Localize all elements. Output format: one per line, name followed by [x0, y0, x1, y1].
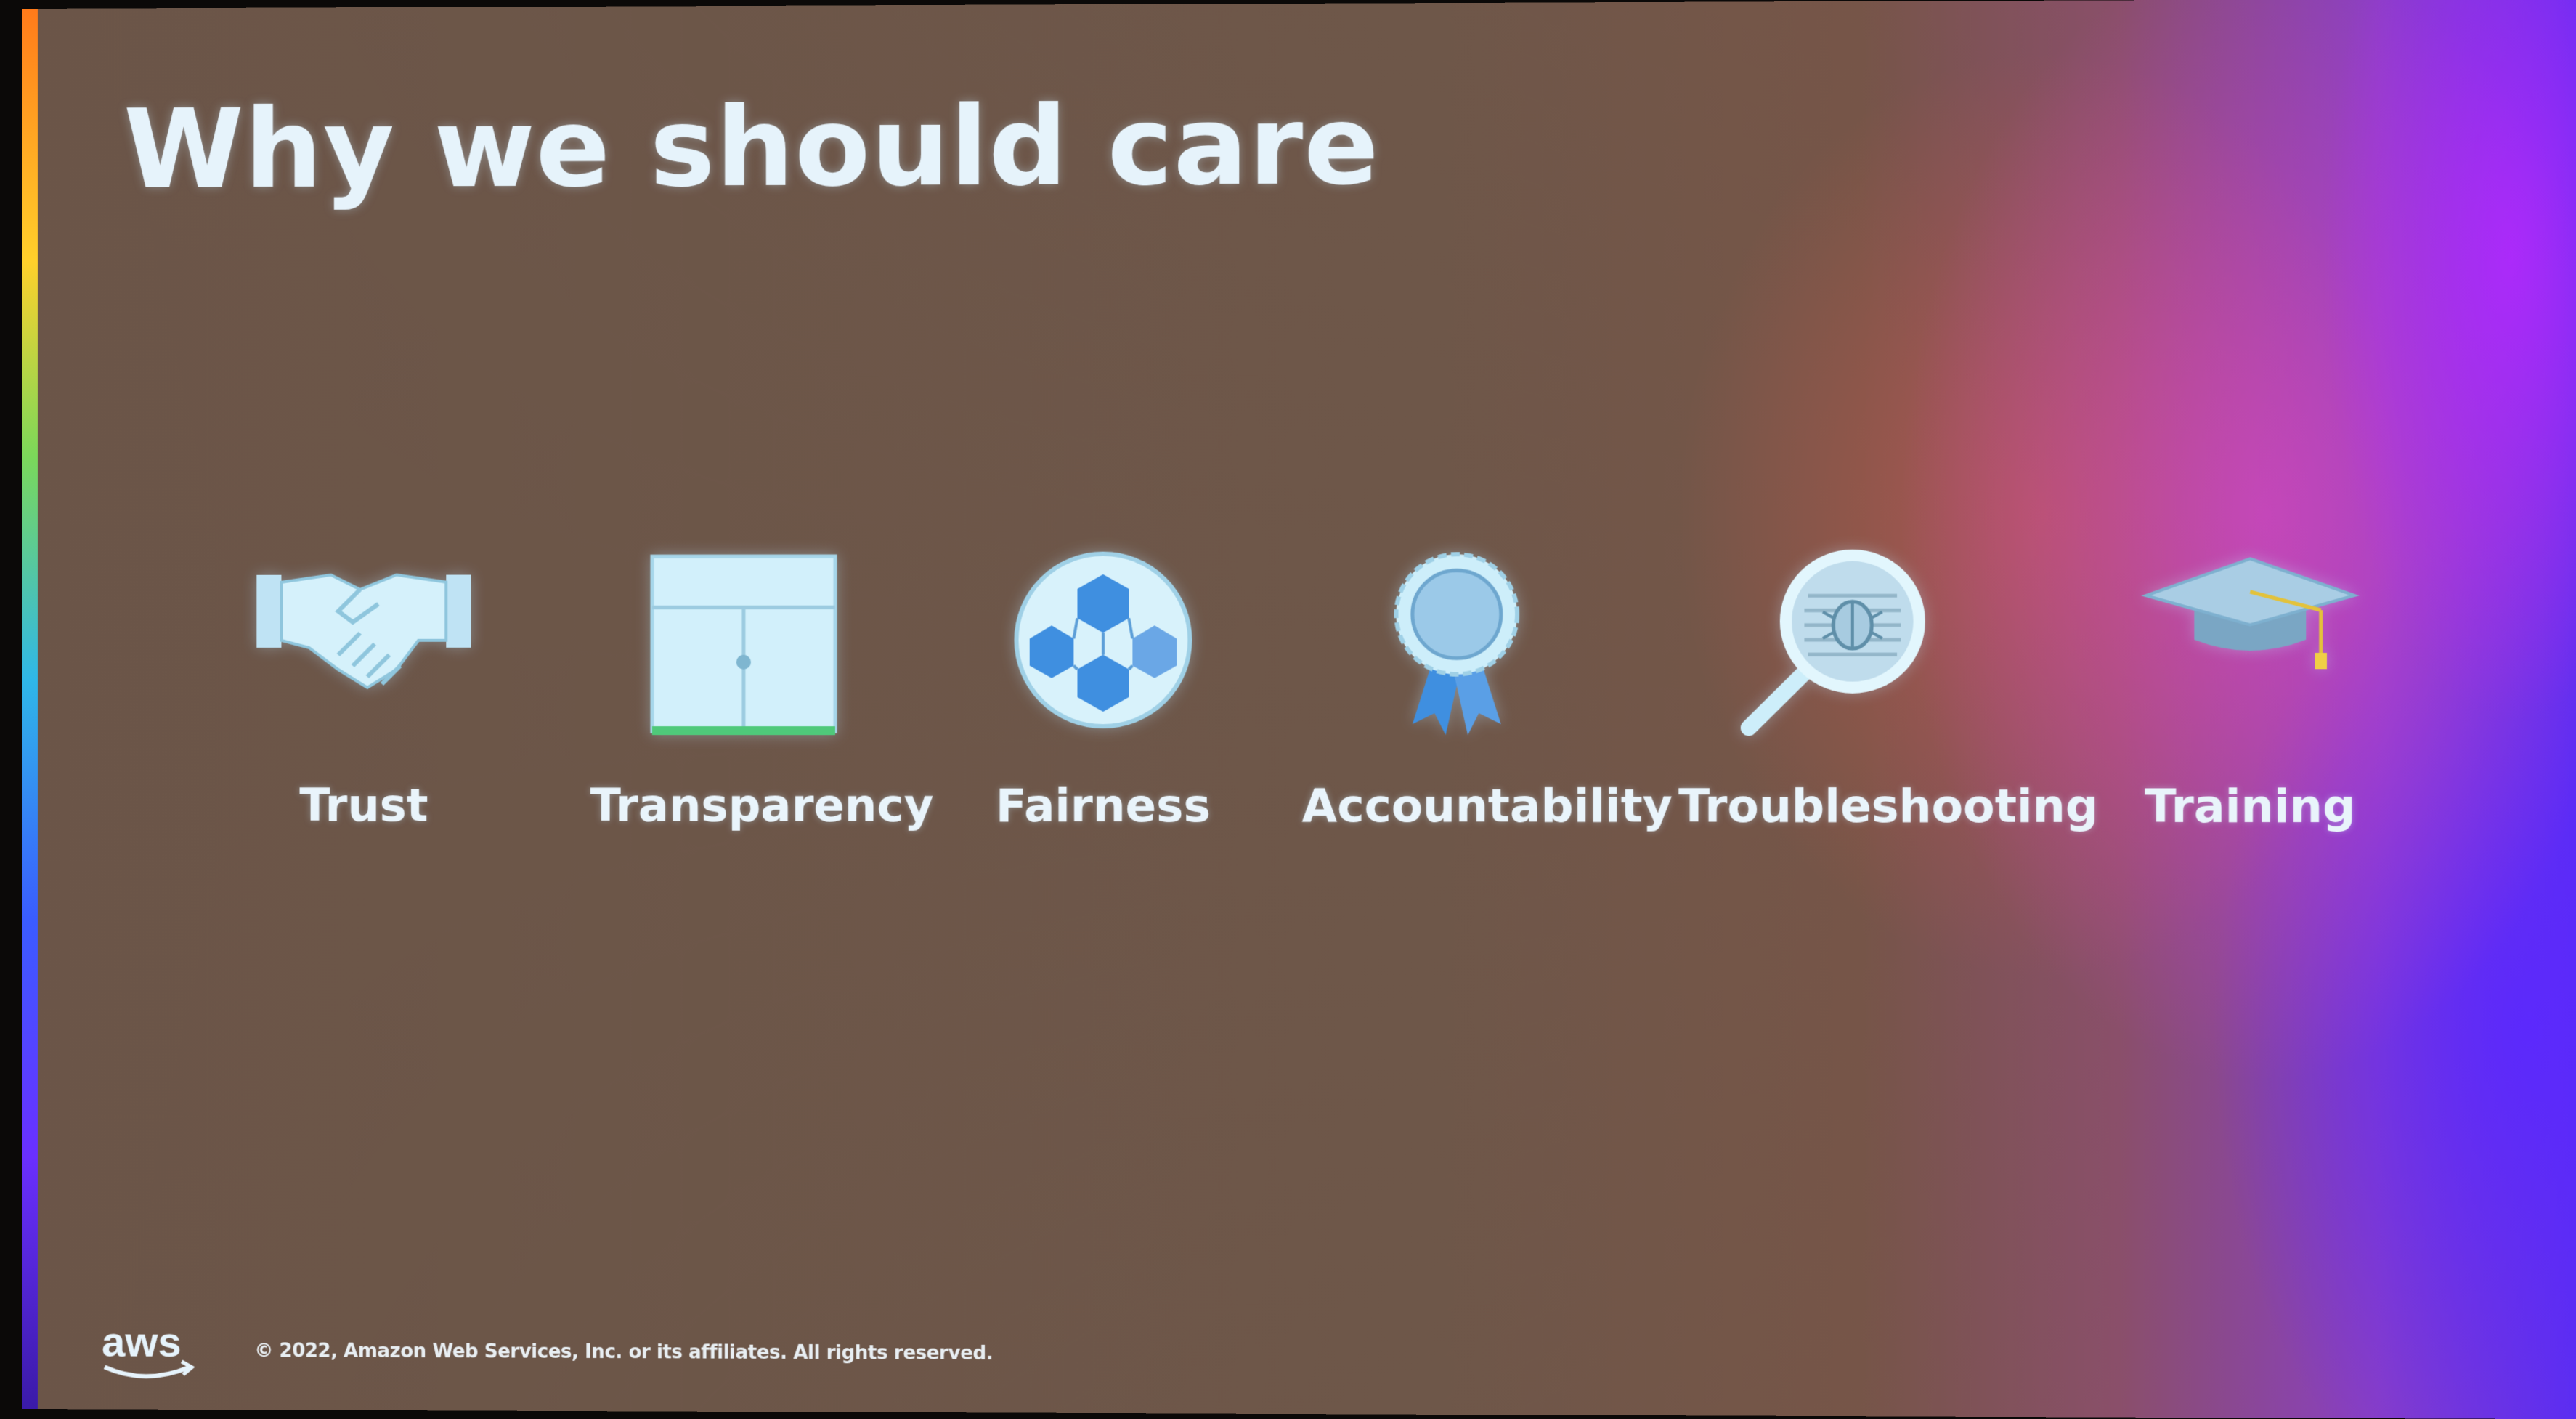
graduation-cap-icon	[2139, 544, 2362, 706]
item-accountability: Accountability	[1302, 537, 1612, 867]
rainbow-edge-strip	[22, 9, 38, 1409]
item-transparency: Transparency	[590, 538, 897, 866]
item-trust: Trust	[211, 538, 517, 866]
slide-screen: Why we should care Trust Transparency	[22, 0, 2576, 1419]
magnifier-bug-icon	[1734, 545, 1935, 743]
aws-logo-text: aws	[102, 1319, 182, 1365]
aws-logo: aws	[94, 1316, 211, 1389]
item-label-transparency: Transparency	[590, 778, 897, 832]
item-fairness: Fairness	[949, 537, 1258, 866]
copyright-text: © 2022, Amazon Web Services, Inc. or its…	[254, 1340, 993, 1365]
item-troubleshooting: Troubleshooting	[1678, 537, 1990, 867]
item-label-fairness: Fairness	[949, 779, 1258, 833]
cabinet-icon	[645, 545, 842, 742]
handshake-icon	[251, 545, 476, 706]
item-label-troubleshooting: Troubleshooting	[1678, 779, 1990, 833]
item-label-training: Training	[2094, 779, 2407, 833]
slide-title: Why we should care	[123, 82, 1380, 213]
award-ribbon-icon	[1383, 545, 1530, 742]
item-training: Training	[2094, 537, 2407, 868]
item-label-trust: Trust	[211, 778, 517, 832]
item-label-accountability: Accountability	[1302, 779, 1612, 833]
care-items-row: Trust Transparency	[211, 537, 2392, 868]
soccer-ball-icon	[1007, 545, 1198, 735]
